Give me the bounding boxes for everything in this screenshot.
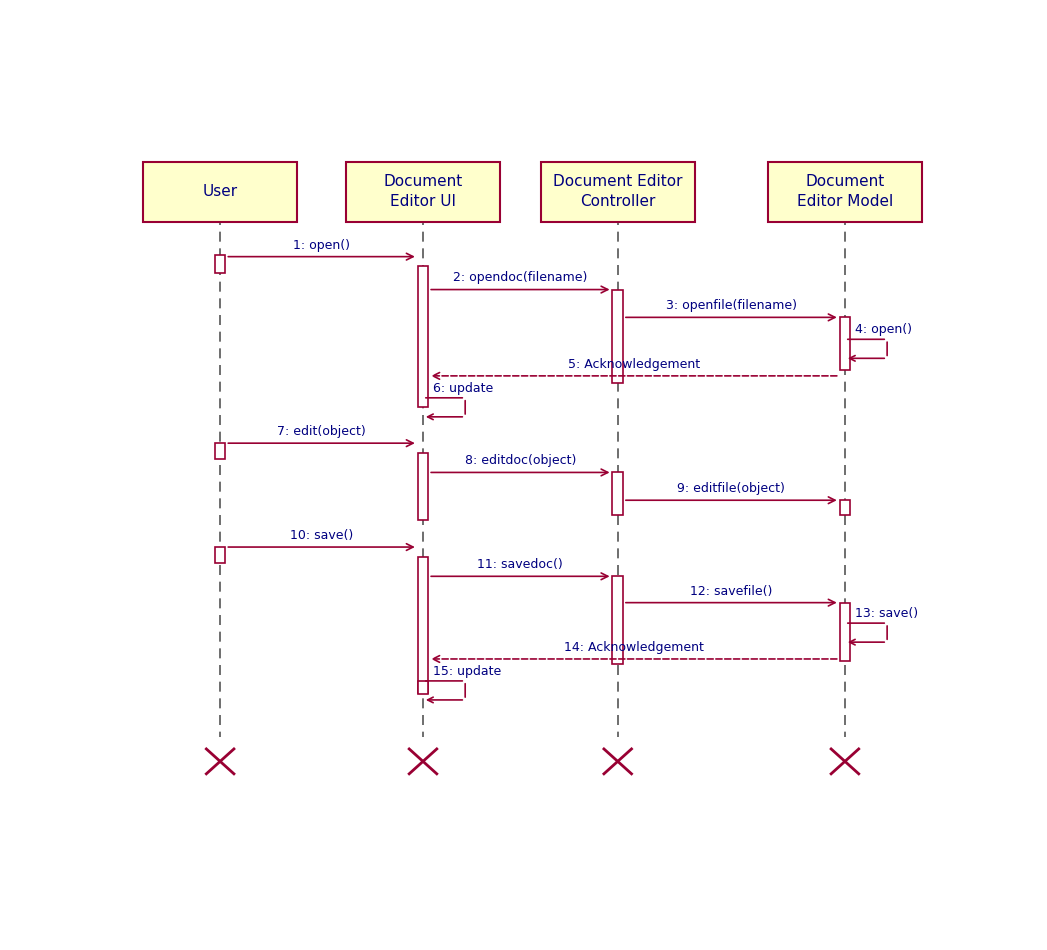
FancyArrowPatch shape (432, 656, 837, 662)
Bar (767, 162, 922, 221)
Bar (143, 162, 297, 221)
FancyArrowPatch shape (432, 372, 837, 379)
Bar (418, 681, 428, 694)
Text: 9: editfile(object): 9: editfile(object) (677, 482, 785, 495)
Text: 11: savedoc(): 11: savedoc() (477, 559, 563, 571)
Text: 3: openfile(filename): 3: openfile(filename) (666, 299, 797, 313)
Bar (612, 577, 623, 664)
Text: 1: open(): 1: open() (293, 238, 350, 252)
Text: 8: editdoc(object): 8: editdoc(object) (465, 454, 576, 467)
Text: Document
Editor Model: Document Editor Model (797, 174, 893, 209)
Text: User: User (202, 184, 238, 200)
Text: 2: opendoc(filename): 2: opendoc(filename) (453, 272, 587, 284)
FancyArrowPatch shape (431, 286, 608, 293)
Bar (840, 602, 850, 661)
Text: 12: savefile(): 12: savefile() (690, 584, 773, 598)
Text: 6: update: 6: update (432, 382, 493, 395)
Bar (346, 162, 500, 221)
FancyArrowPatch shape (228, 254, 414, 260)
Text: 14: Acknowledgement: 14: Acknowledgement (564, 641, 704, 654)
FancyArrowPatch shape (228, 440, 414, 446)
FancyArrowPatch shape (626, 314, 836, 321)
Text: 13: save(): 13: save() (854, 607, 918, 620)
FancyArrowPatch shape (431, 573, 608, 580)
FancyArrowPatch shape (626, 599, 836, 606)
Text: 5: Acknowledgement: 5: Acknowledgement (567, 358, 700, 370)
Bar (418, 557, 428, 694)
Bar (840, 317, 850, 370)
Bar (840, 501, 850, 515)
Text: 7: edit(object): 7: edit(object) (277, 425, 366, 438)
Text: Document
Editor UI: Document Editor UI (383, 174, 463, 209)
Bar (215, 547, 225, 563)
FancyArrowPatch shape (626, 497, 836, 504)
Text: 4: open(): 4: open() (854, 323, 912, 336)
Bar (215, 443, 225, 459)
Bar (418, 453, 428, 520)
Bar (418, 266, 428, 407)
Bar (612, 290, 623, 383)
FancyArrowPatch shape (228, 543, 414, 550)
Bar (540, 162, 695, 221)
Text: 15: update: 15: update (432, 665, 500, 678)
Text: 10: save(): 10: save() (290, 529, 353, 542)
Text: Document Editor
Controller: Document Editor Controller (553, 174, 683, 209)
Bar (612, 472, 623, 515)
Bar (215, 256, 225, 274)
FancyArrowPatch shape (431, 469, 608, 476)
